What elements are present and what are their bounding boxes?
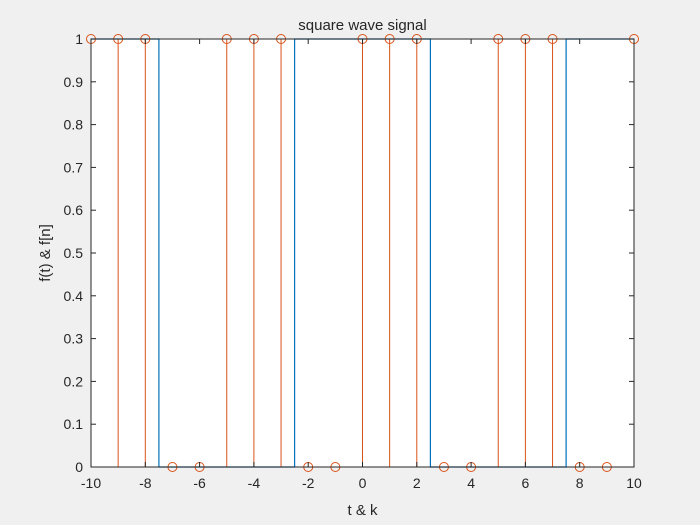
tick-layer: -10 -8 -6 -4 -2 0 2 4 6 8 10 0 0.1 0.2 0.3 0.4 0.5 0.6 0.7…: [64, 31, 642, 491]
y-tick-label: 0: [75, 459, 83, 475]
x-tick-label: 10: [626, 475, 642, 491]
x-tick-label: -10: [81, 475, 101, 491]
y-tick-label: 0.1: [64, 416, 84, 432]
y-tick-label: 0.9: [64, 74, 84, 90]
x-tick-label: 2: [413, 475, 421, 491]
y-tick-label: 0.6: [64, 202, 84, 218]
y-tick-label: 1: [75, 31, 83, 47]
x-tick-label: -4: [248, 475, 261, 491]
y-tick-label: 0.4: [64, 288, 84, 304]
y-tick-label: 0.7: [64, 159, 84, 175]
x-tick-label: -2: [302, 475, 315, 491]
x-tick-label: -8: [139, 475, 152, 491]
x-tick-label: 8: [576, 475, 584, 491]
x-tick-label: -6: [193, 475, 206, 491]
x-axis-label: t & k: [347, 502, 378, 519]
x-tick-label: 4: [467, 475, 475, 491]
y-axis-label: f(t) & f[n]: [37, 224, 54, 282]
y-tick-label: 0.3: [64, 331, 84, 347]
y-tick-label: 0.2: [64, 373, 84, 389]
x-tick-label: 0: [359, 475, 367, 491]
x-tick-label: 6: [522, 475, 530, 491]
chart-title: square wave signal: [298, 17, 426, 34]
y-tick-label: 0.8: [64, 117, 84, 133]
y-tick-label: 0.5: [64, 245, 84, 261]
